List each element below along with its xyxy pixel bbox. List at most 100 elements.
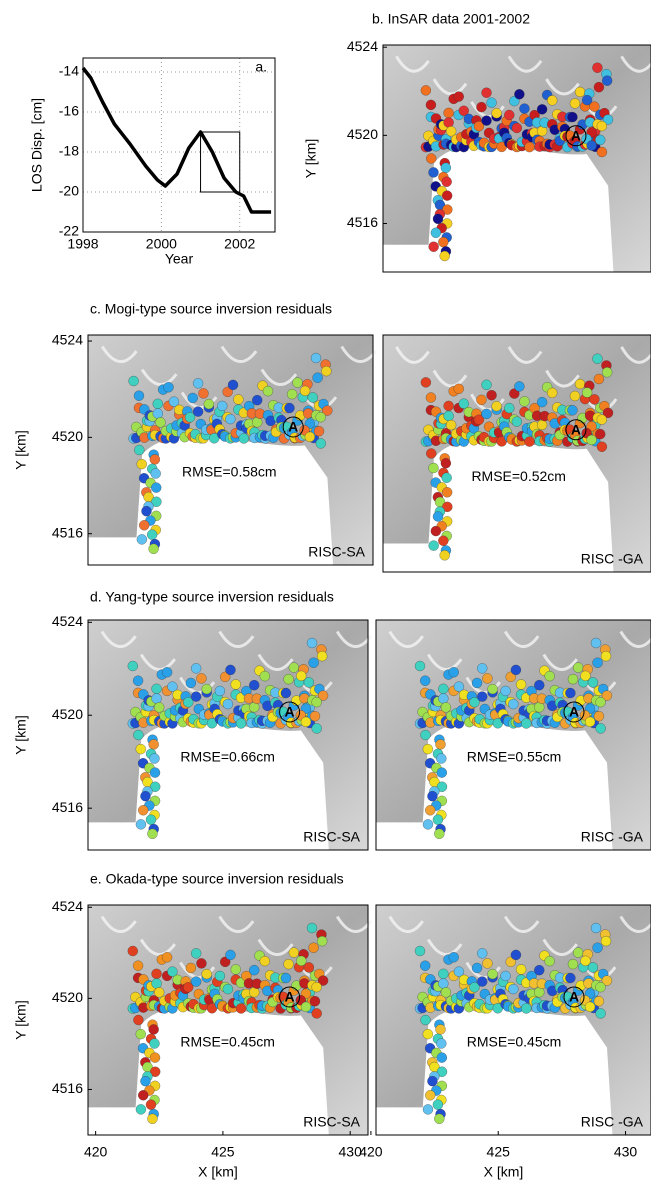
point-decor	[422, 1028, 433, 1040]
map-panel: A RMSE=0.52cm RISC -GA	[383, 335, 651, 572]
map-frame	[375, 619, 651, 851]
marker-ring	[563, 986, 585, 1008]
map-frame	[382, 44, 651, 273]
point-decor	[448, 952, 459, 963]
ridge	[542, 938, 578, 956]
y-tick-label: 4516	[52, 1080, 83, 1096]
ridge	[545, 78, 580, 96]
point-decor	[185, 677, 197, 689]
point-decor	[574, 378, 586, 390]
ridge	[257, 653, 294, 671]
x-tick-label: 425	[487, 1144, 511, 1160]
point-decor	[432, 511, 444, 522]
point-decor	[428, 241, 439, 252]
map-panel: A RMSE=0.45cm RISC -GA	[376, 905, 651, 1135]
point-decor	[167, 681, 178, 692]
point-decor	[565, 687, 576, 699]
point-decor	[436, 767, 447, 778]
point-decor	[311, 723, 322, 734]
map-panel: A RMSE=0.58cm RISC-SA	[88, 335, 378, 565]
point-decor	[567, 674, 579, 685]
point-decor	[510, 949, 522, 961]
point-decor	[312, 372, 323, 383]
point-decor	[438, 968, 449, 979]
panel-title: c. Mogi-type source inversion residuals	[90, 301, 332, 317]
rmse-label: RMSE=0.66cm	[180, 749, 275, 765]
point-decor	[427, 791, 438, 802]
point-decor	[442, 501, 453, 512]
point-decor	[135, 819, 147, 830]
method-label: RISC-SA	[303, 1114, 360, 1130]
point-decor	[440, 458, 452, 469]
point-decor	[151, 496, 162, 507]
point-decor	[167, 966, 178, 977]
ridge	[432, 369, 468, 388]
point-decor	[476, 101, 487, 113]
point-decor	[500, 970, 511, 982]
point-decor	[481, 379, 492, 390]
point-decor	[252, 395, 263, 406]
marker-label: A	[569, 704, 579, 720]
point-decor	[309, 996, 321, 1007]
point-decor	[296, 955, 307, 967]
point-decor	[133, 729, 144, 741]
marker-ring	[565, 419, 587, 441]
point-decor	[306, 922, 318, 934]
point-decor	[534, 680, 545, 691]
point-decor	[306, 637, 318, 649]
point-decor	[436, 1052, 447, 1063]
point-decor	[595, 428, 606, 440]
point-decor	[547, 387, 558, 398]
point-decor	[587, 677, 599, 688]
point-decor	[524, 436, 535, 447]
point-decor	[149, 753, 160, 764]
point-decor	[443, 107, 454, 119]
rmse-label: RMSE=0.55cm	[467, 749, 562, 765]
point-decor	[567, 111, 578, 123]
ridge	[220, 345, 258, 363]
point-decor	[596, 414, 607, 425]
point-decor	[235, 718, 247, 729]
point-decor	[432, 213, 444, 225]
point-decor	[586, 434, 597, 446]
marker-label: A	[288, 419, 298, 435]
point-decor	[441, 487, 453, 498]
point-decor	[477, 663, 488, 674]
y-axis-label: Y [km]	[13, 430, 29, 469]
point-decor	[140, 1076, 151, 1087]
point-decor	[476, 394, 487, 406]
point-decor	[428, 540, 439, 551]
point-decor	[436, 753, 447, 764]
point-decor	[595, 981, 606, 993]
point-decor	[203, 398, 214, 410]
point-decor	[307, 392, 318, 403]
point-decor	[196, 958, 207, 969]
ridge	[388, 915, 424, 933]
point-decor	[150, 1066, 161, 1077]
point-decor	[432, 1099, 444, 1110]
y-tick-label: 4520	[52, 428, 83, 444]
point-decor	[150, 468, 161, 479]
marker-label: A	[569, 989, 579, 1005]
point-decor	[439, 550, 450, 561]
point-decor	[514, 89, 525, 100]
map-panel: A RMSE=0.55cm RISC -GA	[376, 620, 651, 850]
point-decor	[596, 120, 607, 132]
point-decor	[586, 140, 597, 151]
point-decor	[592, 353, 603, 364]
point-decor	[567, 405, 578, 416]
point-decor	[569, 390, 581, 402]
point-decor	[440, 162, 452, 173]
point-decor	[453, 91, 464, 102]
point-decor	[601, 975, 613, 986]
point-decor	[222, 386, 233, 398]
method-label: RISC -GA	[581, 829, 644, 845]
marker-label: A	[285, 704, 295, 720]
y-tick-label: 4524	[52, 332, 83, 348]
point-decor	[425, 1090, 436, 1101]
y-tick-label: 4520	[52, 706, 83, 722]
point-decor	[304, 431, 316, 443]
point-decor	[414, 660, 426, 672]
y-tick-label: -16	[59, 103, 79, 119]
point-decor	[438, 535, 449, 546]
